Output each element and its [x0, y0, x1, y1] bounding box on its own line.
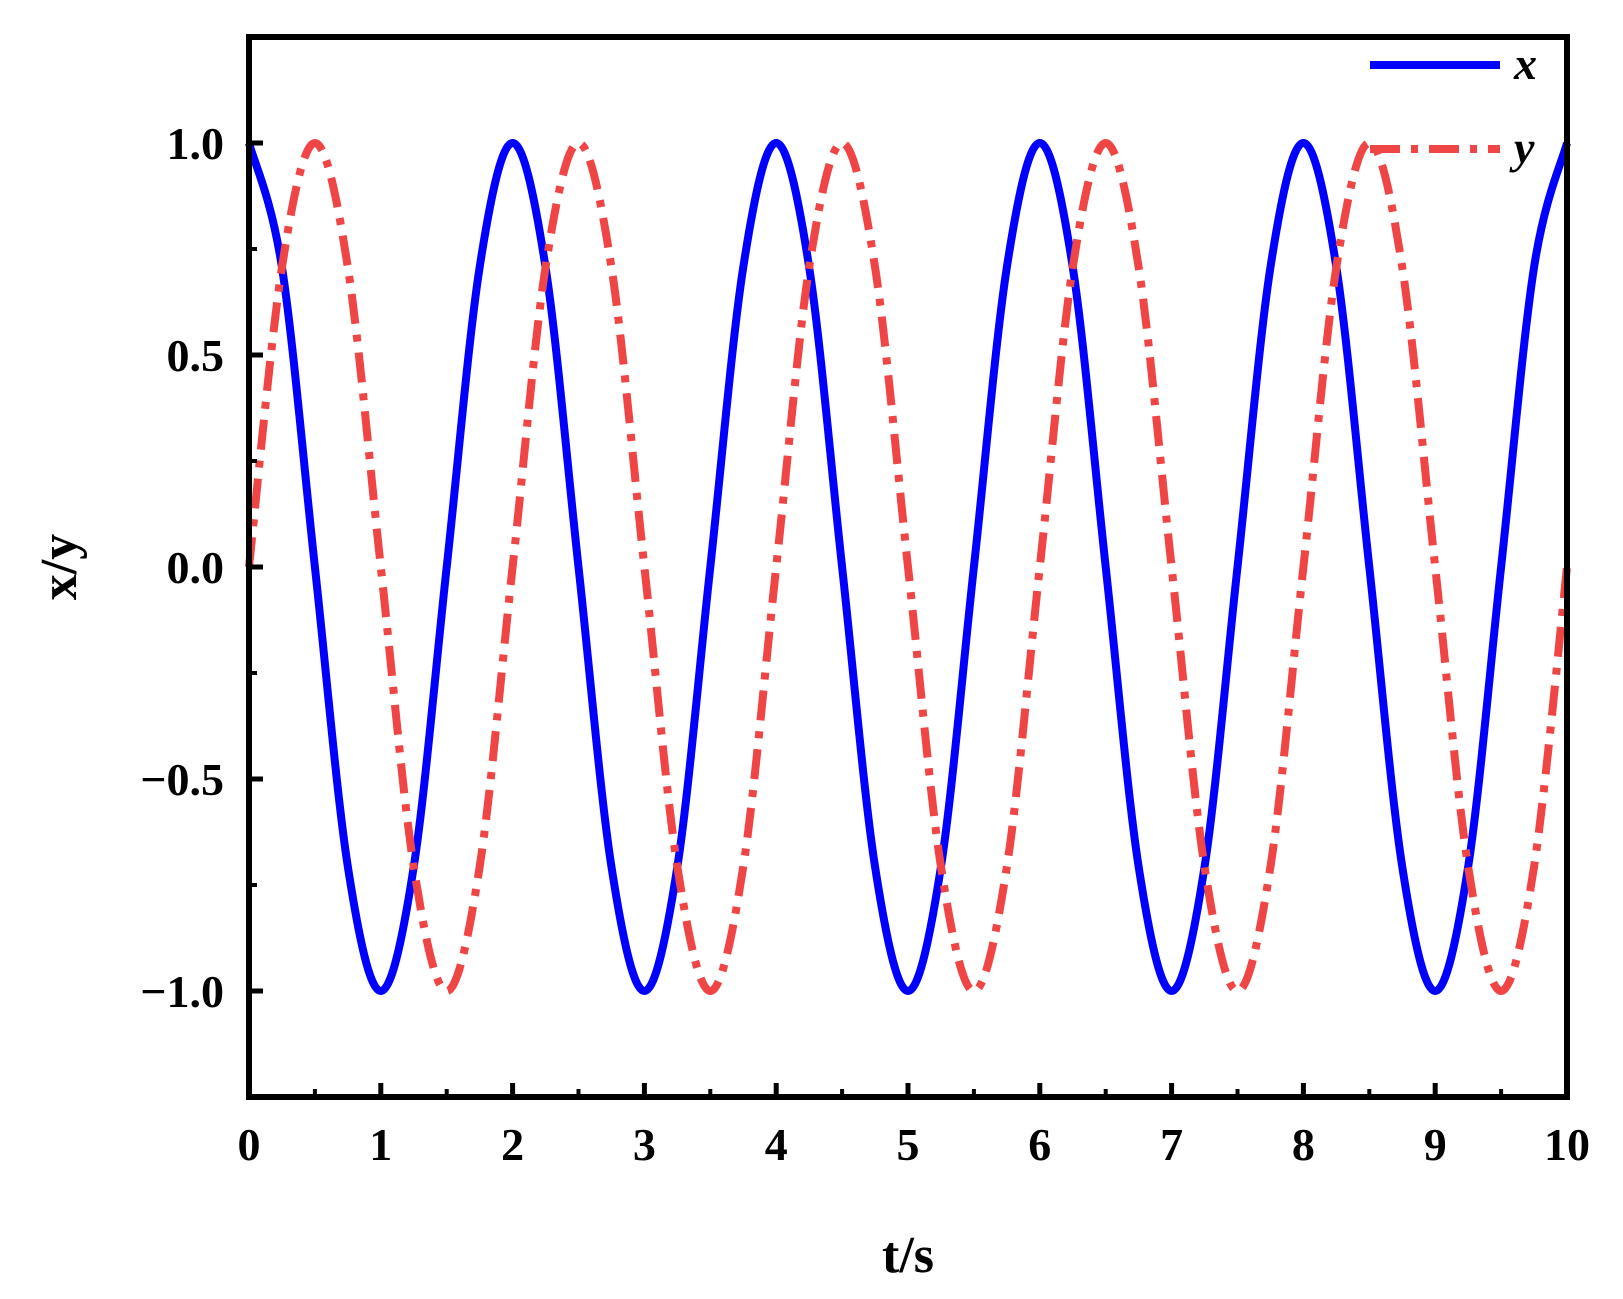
series-layer: [245, 139, 1571, 995]
x-tick-label: 7: [1160, 1119, 1183, 1170]
y-tick-label: 0.0: [167, 542, 225, 593]
x-tick-label: 1: [369, 1119, 392, 1170]
x-tick-label: 5: [897, 1119, 920, 1170]
series-line-y: [245, 139, 1571, 995]
tick-labels-layer: 0 1 2 3 4 5 6 7 8 9 10 −1.0 −0.5 0.0 0.5 1.0: [140, 118, 1590, 1170]
legend-label-y: y: [1509, 122, 1535, 173]
y-tick-label: −1.0: [140, 966, 224, 1017]
x-tick-label: 10: [1544, 1119, 1590, 1170]
x-tick-label: 8: [1292, 1119, 1315, 1170]
x-axis-title: t/s: [882, 1227, 934, 1284]
y-axis-title: x/y: [31, 534, 88, 600]
y-tick-label: −0.5: [140, 754, 224, 805]
series-line-x: [245, 139, 1571, 995]
y-tick-label: 0.5: [167, 330, 225, 381]
x-tick-label: 2: [501, 1119, 524, 1170]
x-tick-label: 6: [1028, 1119, 1051, 1170]
x-tick-label: 3: [633, 1119, 656, 1170]
x-tick-label: 4: [765, 1119, 788, 1170]
y-tick-label: 1.0: [167, 118, 225, 169]
legend: xy: [1370, 38, 1537, 173]
ticks-layer: [246, 140, 1570, 1097]
x-tick-label: 9: [1424, 1119, 1447, 1170]
legend-label-x: x: [1513, 38, 1537, 89]
x-tick-label: 0: [238, 1119, 261, 1170]
